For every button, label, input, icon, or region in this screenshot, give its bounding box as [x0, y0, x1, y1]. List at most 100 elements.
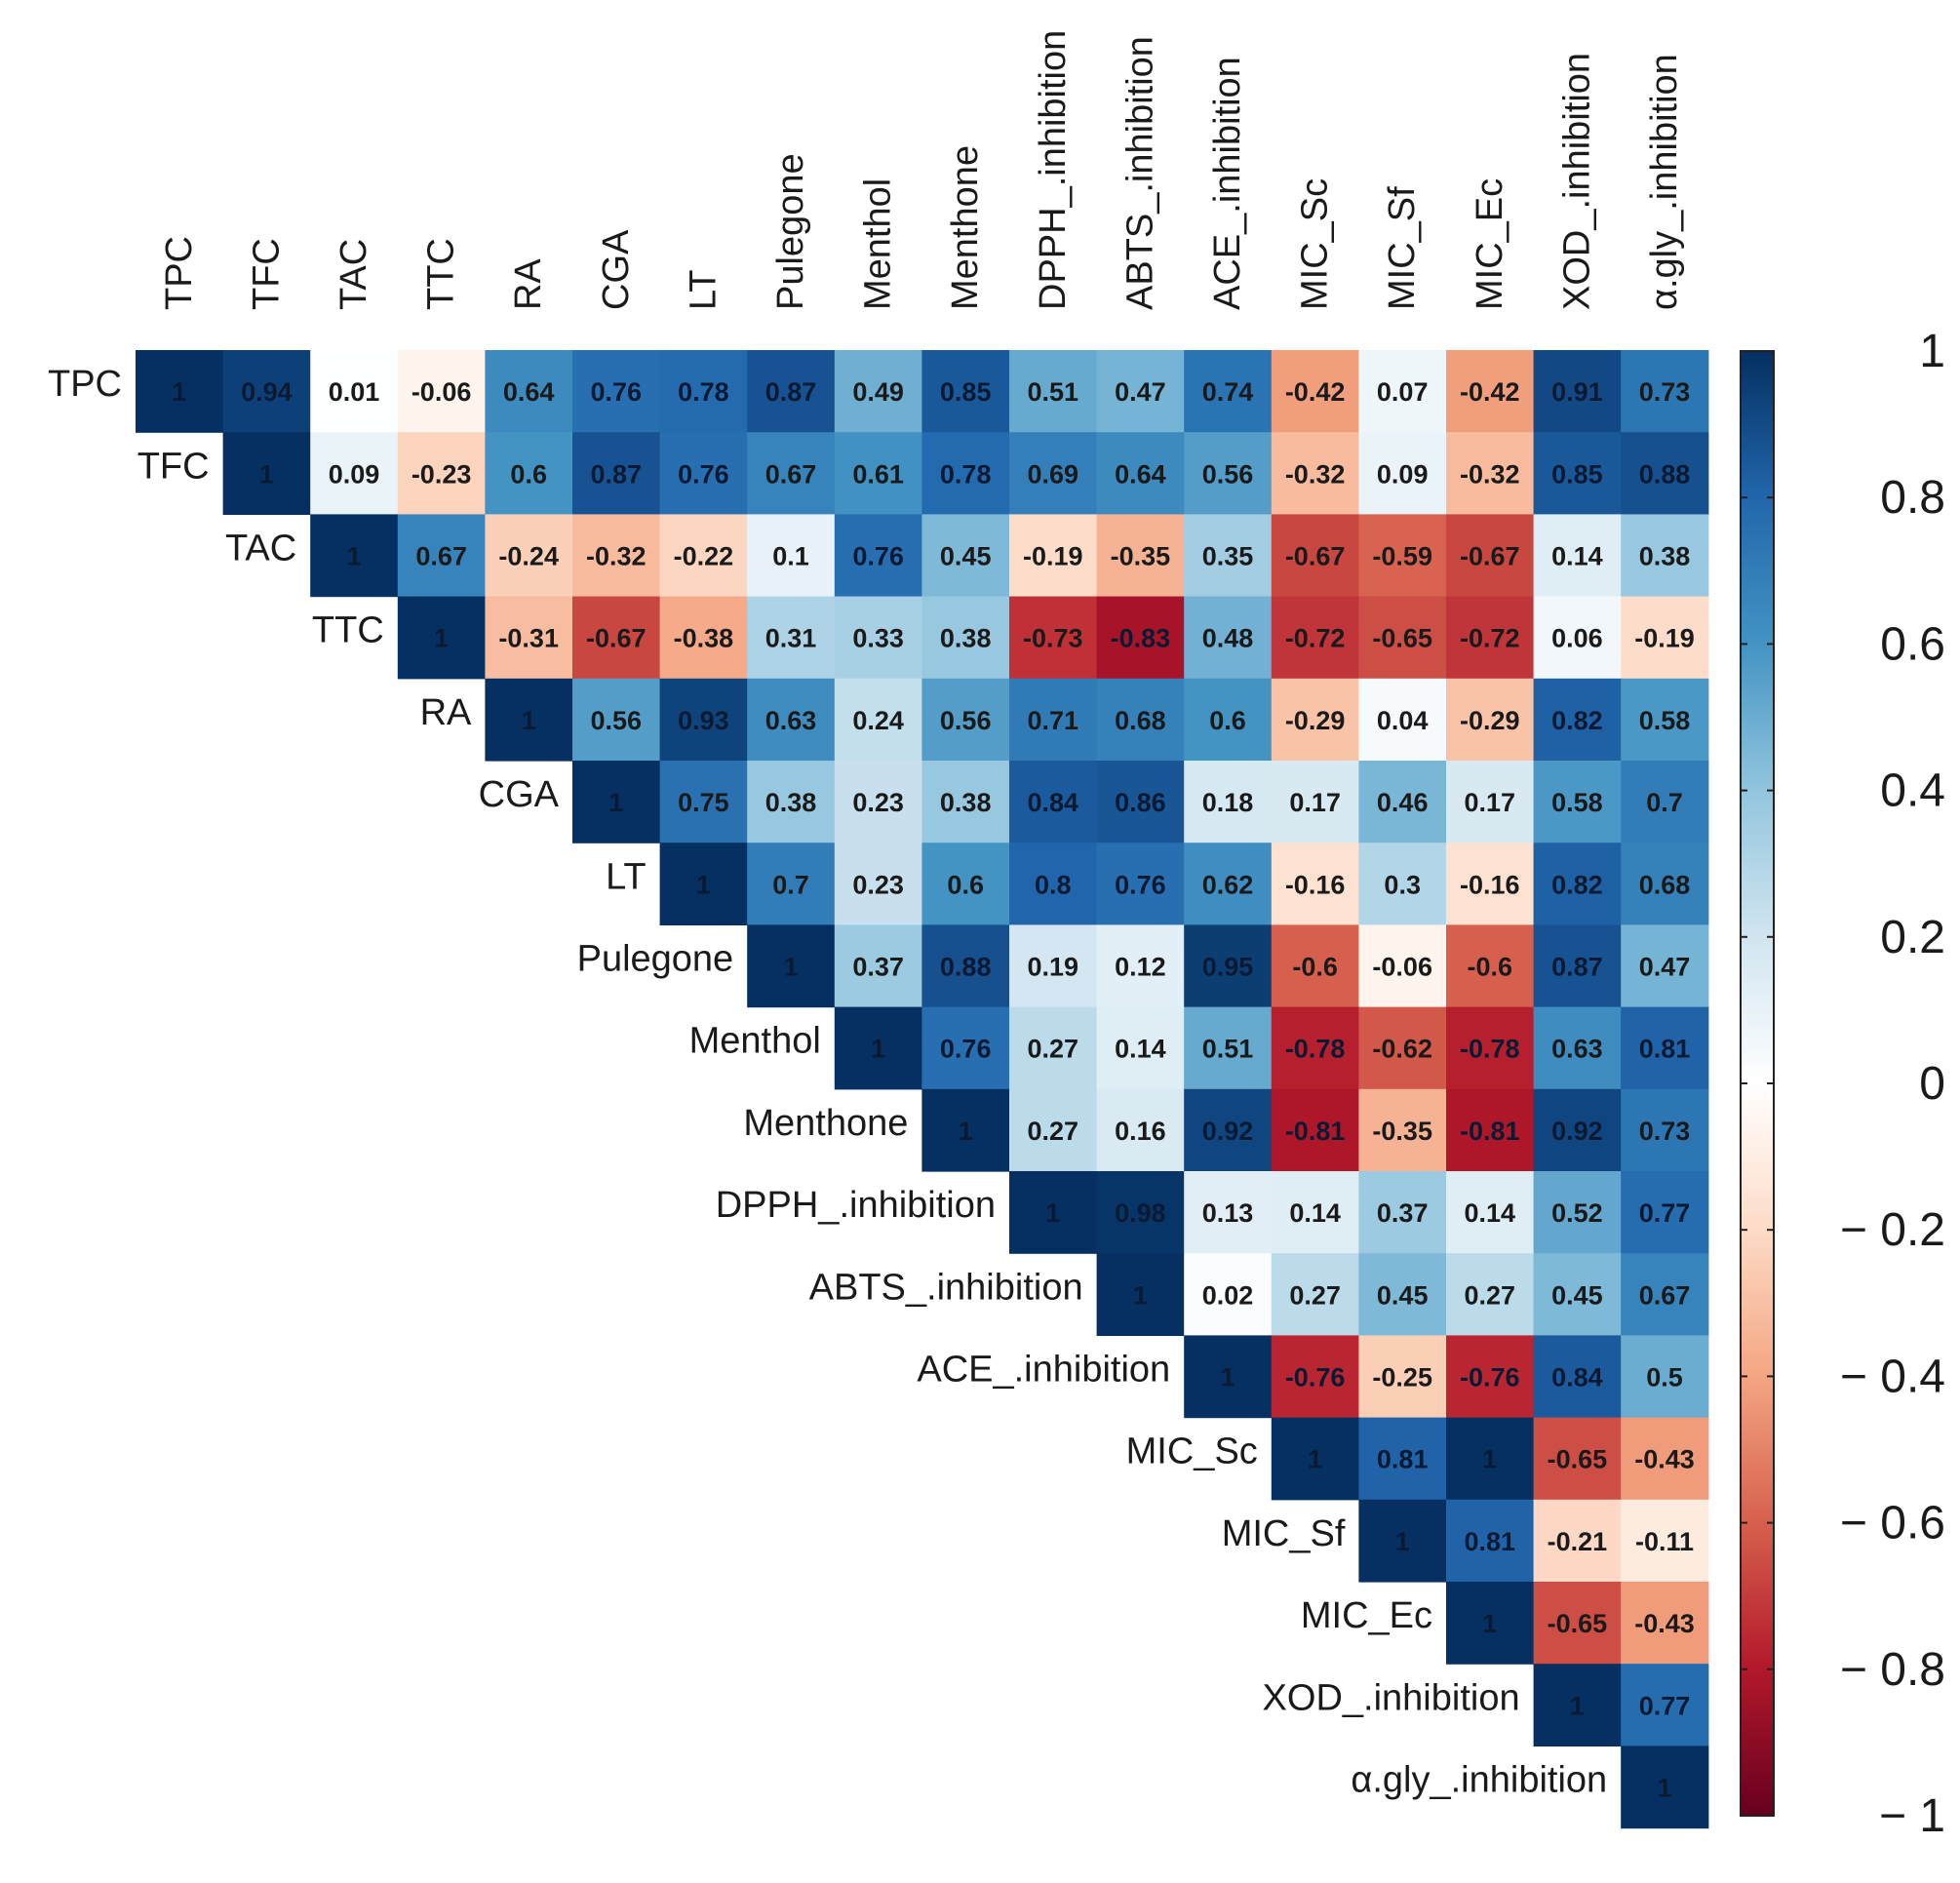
cell-value-tpc-ra: 0.64	[503, 377, 555, 407]
cell-value-menthol-mic-ec: -0.78	[1460, 1035, 1520, 1064]
cell-value-mic-sc-mic-sf: 0.81	[1377, 1445, 1429, 1474]
cell-value-cga-cga: 1	[608, 788, 623, 817]
heatmap-cell-tfc-abts-inhibition	[1096, 432, 1185, 515]
heatmap-cell-gly-inhibition-gly-inhibition	[1621, 1746, 1709, 1829]
cell-value-tac-xod-inhibition: 0.14	[1551, 542, 1603, 571]
cell-value-menthol-dpph-inhibition: 0.27	[1028, 1035, 1079, 1064]
heatmap-cell-menthone-abts-inhibition	[1096, 1088, 1185, 1172]
heatmap-cell-lt-mic-sf	[1358, 843, 1447, 925]
cell-value-tfc-pulegone: 0.67	[765, 459, 817, 489]
heatmap-cell-xod-inhibition-gly-inhibition	[1621, 1664, 1709, 1746]
cell-value-mic-sf-gly-inhibition: -0.11	[1635, 1527, 1694, 1556]
cell-value-tac-pulegone: 0.1	[772, 542, 809, 571]
cell-value-mic-sc-gly-inhibition: -0.43	[1634, 1445, 1695, 1474]
heatmap-cell-pulegone-mic-ec	[1446, 924, 1535, 1008]
cell-value-menthone-abts-inhibition: 0.16	[1115, 1117, 1166, 1146]
row-label-lt: LT	[606, 856, 647, 897]
heatmap-cell-ttc-menthol	[834, 596, 922, 680]
cell-value-tac-tac: 1	[346, 542, 361, 571]
heatmap-cell-ttc-ra	[485, 596, 573, 680]
heatmap-cell-ra-menthone	[921, 678, 1010, 762]
column-label-tpc: TPC	[159, 236, 200, 310]
cell-value-ttc-lt: -0.38	[674, 624, 734, 653]
cell-value-lt-gly-inhibition: 0.68	[1639, 870, 1691, 899]
cell-value-lt-mic-ec: -0.16	[1460, 870, 1520, 899]
row-label-mic-sf: MIC_Sf	[1222, 1513, 1346, 1554]
column-label-ttc: TTC	[421, 238, 462, 310]
heatmap-cell-ttc-mic-ec	[1446, 596, 1535, 680]
row-label-tac: TAC	[225, 529, 296, 569]
heatmap-cell-pulegone-pulegone	[747, 924, 836, 1008]
heatmap-cell-ttc-lt	[659, 596, 748, 680]
heatmap-cell-dpph-inhibition-mic-ec	[1446, 1171, 1535, 1254]
heatmap-cell-tfc-menthol	[834, 432, 922, 515]
row-label-tpc: TPC	[48, 364, 122, 405]
cell-value-tfc-cga: 0.87	[591, 459, 643, 489]
row-label-pulegone: Pulegone	[577, 939, 734, 980]
heatmap-cell-ra-ra	[485, 678, 573, 762]
cell-value-pulegone-mic-ec: -0.6	[1468, 953, 1513, 982]
cell-value-lt-mic-sf: 0.3	[1384, 870, 1421, 899]
cell-value-abts-inhibition-mic-ec: 0.27	[1465, 1280, 1516, 1310]
cell-value-tfc-dpph-inhibition: 0.69	[1028, 459, 1079, 489]
cell-value-menthol-mic-sc: -0.78	[1285, 1035, 1346, 1064]
cell-value-dpph-inhibition-mic-ec: 0.14	[1465, 1198, 1516, 1228]
cell-value-menthol-ace-inhibition: 0.51	[1202, 1035, 1254, 1064]
heatmap-cell-dpph-inhibition-ace-inhibition	[1184, 1171, 1273, 1254]
cell-value-ra-mic-sc: -0.29	[1285, 706, 1346, 735]
heatmap-cell-menthol-xod-inhibition	[1533, 1006, 1622, 1090]
column-label-mic-sc: MIC_Sc	[1295, 178, 1336, 310]
cell-value-tpc-mic-ec: -0.42	[1460, 377, 1520, 407]
heatmap-cell-tpc-ttc	[397, 350, 486, 433]
cell-value-ace-inhibition-xod-inhibition: 0.84	[1551, 1363, 1603, 1393]
cell-value-cga-xod-inhibition: 0.58	[1551, 788, 1603, 817]
column-label-ace-inhibition: ACE_.inhibition	[1207, 57, 1248, 310]
cell-value-menthol-mic-sf: -0.62	[1372, 1035, 1432, 1064]
cell-value-menthone-xod-inhibition: 0.92	[1551, 1117, 1603, 1146]
heatmap-cell-tfc-gly-inhibition	[1621, 432, 1709, 515]
heatmap-cell-menthol-mic-ec	[1446, 1006, 1535, 1090]
heatmap-cell-tpc-mic-ec	[1446, 350, 1535, 433]
heatmap-cell-ttc-mic-sf	[1358, 596, 1447, 680]
cell-value-ra-ace-inhibition: 0.6	[1209, 706, 1246, 735]
cell-value-menthone-dpph-inhibition: 0.27	[1028, 1117, 1079, 1146]
heatmap-cell-xod-inhibition-xod-inhibition	[1533, 1664, 1622, 1746]
heatmap-cell-tpc-gly-inhibition	[1621, 350, 1709, 433]
heatmap-cell-tfc-mic-ec	[1446, 432, 1535, 515]
heatmap-cell-dpph-inhibition-abts-inhibition	[1096, 1171, 1185, 1254]
heatmap-cell-tfc-menthone	[921, 432, 1010, 515]
colorbar-tick-label: − 0.4	[1840, 1351, 1945, 1402]
cell-value-ace-inhibition-gly-inhibition: 0.5	[1646, 1363, 1683, 1393]
column-label-tac: TAC	[333, 239, 374, 310]
cell-value-ttc-cga: -0.67	[586, 624, 647, 653]
heatmap-cell-ttc-ace-inhibition	[1184, 596, 1273, 680]
cell-value-lt-ace-inhibition: 0.62	[1202, 870, 1254, 899]
heatmap-cell-ra-menthol	[834, 678, 922, 762]
cell-value-tfc-tac: 0.09	[329, 459, 380, 489]
colorbar-tick-label: 0.6	[1880, 618, 1945, 670]
cell-value-ra-ra: 1	[522, 706, 536, 735]
cell-value-dpph-inhibition-abts-inhibition: 0.98	[1115, 1198, 1166, 1228]
heatmap-cell-lt-mic-sc	[1271, 843, 1359, 925]
cell-value-tfc-lt: 0.76	[678, 459, 729, 489]
heatmap-cell-cga-mic-sf	[1358, 761, 1447, 843]
row-label-tfc: TFC	[137, 446, 210, 487]
heatmap-cell-lt-lt	[659, 843, 748, 925]
cell-value-ra-lt: 0.93	[678, 706, 729, 735]
heatmap-cell-tfc-ra	[485, 432, 573, 515]
heatmap-cell-menthol-dpph-inhibition	[1009, 1006, 1098, 1090]
heatmap-cell-cga-mic-sc	[1271, 761, 1359, 843]
heatmap-cell-tpc-mic-sc	[1271, 350, 1359, 433]
cell-value-tac-mic-sf: -0.59	[1372, 542, 1432, 571]
heatmap-cell-mic-sf-mic-ec	[1446, 1499, 1535, 1583]
cell-value-menthone-ace-inhibition: 0.92	[1202, 1117, 1254, 1146]
heatmap-cell-tpc-abts-inhibition	[1096, 350, 1185, 433]
heatmap-cell-cga-gly-inhibition	[1621, 761, 1709, 843]
cell-value-tpc-ttc: -0.06	[412, 377, 472, 407]
cell-value-tpc-xod-inhibition: 0.91	[1551, 377, 1603, 407]
heatmap-cell-ttc-ttc	[397, 596, 486, 680]
cell-value-tac-mic-ec: -0.67	[1460, 542, 1520, 571]
heatmap-cell-tfc-tfc	[222, 432, 311, 515]
